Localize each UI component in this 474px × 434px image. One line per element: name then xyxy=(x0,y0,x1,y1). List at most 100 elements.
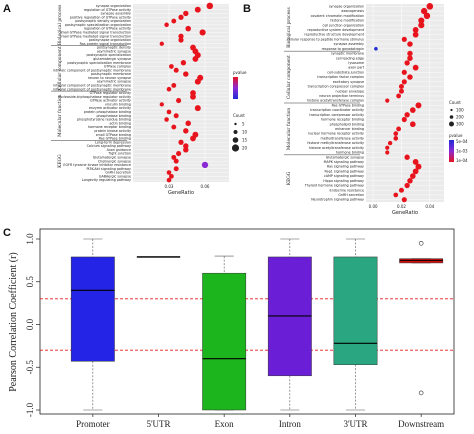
data-point xyxy=(183,128,189,134)
x-tick-label: Intron xyxy=(279,419,301,429)
legend-size-dot xyxy=(233,130,238,134)
data-point xyxy=(171,124,177,130)
data-point xyxy=(412,31,419,38)
data-point xyxy=(385,145,390,150)
x-tick-label: 0.00 xyxy=(369,204,378,209)
data-point xyxy=(407,178,413,184)
x-tick-label: 0.02 xyxy=(397,204,406,209)
legend-a-size-title: Count xyxy=(233,113,245,118)
term-label: methyltransferase activity xyxy=(321,136,365,140)
term-label: Ras protein signal transduction xyxy=(80,42,131,46)
data-point xyxy=(415,163,422,170)
term-label: axon part xyxy=(348,66,364,70)
legend-a-color-bar xyxy=(233,77,238,99)
term-label: enhancer binding xyxy=(335,127,364,131)
data-point xyxy=(166,170,172,175)
term-label: Neurotrophin signaling pathway xyxy=(311,198,364,202)
term-label: histone acetyltransferase complex xyxy=(307,99,364,103)
term-label: transcription corepressor activity xyxy=(309,113,364,117)
legend-color-label: 1e-04 xyxy=(456,158,468,163)
x-tick-label: Promoter xyxy=(76,419,110,429)
data-point xyxy=(185,120,191,127)
term-label: synaptic membrane xyxy=(331,52,364,56)
legend-size-dot xyxy=(231,144,240,152)
term-label: Axon guidance xyxy=(107,148,131,152)
term-label: synapse assembly xyxy=(101,12,131,16)
data-point xyxy=(401,197,407,203)
legend-size-label: 10 xyxy=(242,129,248,134)
data-point xyxy=(194,78,201,85)
term-label: small GTPase binding xyxy=(96,133,131,137)
data-point xyxy=(171,154,177,160)
term-label: vinculin binding xyxy=(105,102,131,106)
panel-a-legend: pvalue Count 5 10 15 20 xyxy=(231,70,248,152)
panel-c-y-axis-label: Pearson Correlation Coefficient (r) xyxy=(8,252,19,392)
data-point xyxy=(407,50,413,57)
term-label: hormone receptor binding xyxy=(88,125,131,129)
term-label: PI3K-Akt signaling pathway xyxy=(86,167,131,171)
term-label: positive regulation of GTPase activity xyxy=(70,15,131,19)
term-label: hormone binding xyxy=(336,151,364,155)
data-point xyxy=(398,88,404,94)
panel-c-letter: C xyxy=(3,227,11,239)
data-point xyxy=(387,140,393,146)
term-label: intrinsic component of postsynaptic memb… xyxy=(53,68,131,72)
term-label: Endocrine resistance xyxy=(330,188,364,192)
term-label: hormone receptor binding xyxy=(321,118,364,122)
data-point xyxy=(178,139,184,145)
group-label: Molecular function xyxy=(287,108,292,150)
data-point xyxy=(173,67,179,73)
data-point xyxy=(176,98,182,104)
data-point xyxy=(393,136,399,141)
term-label: Ras GTPase binding xyxy=(332,103,364,107)
term-label: cell-substrate junction xyxy=(327,70,364,74)
term-label: postsynaptic specialization xyxy=(86,53,131,57)
term-label: MAPK signaling pathway xyxy=(324,160,364,164)
term-label: protein phosphatase binding xyxy=(84,110,131,114)
term-label: glutamatergic synapse xyxy=(93,57,131,61)
term-label: synapse assembly xyxy=(334,42,364,46)
term-label: actin binding xyxy=(110,121,131,125)
term-label: asymmetric synapse xyxy=(97,49,131,53)
term-label: postsynaptic density organization xyxy=(75,19,131,23)
legend-b-size-title: Count xyxy=(449,100,461,105)
term-label: histone acetyltransferase activity xyxy=(309,146,364,150)
term-label: Hippo signaling pathway xyxy=(323,179,364,183)
term-label: regulation of GTPase activity xyxy=(84,8,131,12)
data-point xyxy=(421,7,428,15)
data-point xyxy=(412,27,419,33)
term-label: asymmetric synapse xyxy=(97,80,131,84)
data-point xyxy=(166,177,172,183)
group-label: KEGG xyxy=(58,154,63,168)
data-point xyxy=(169,64,174,69)
legend-size-dot xyxy=(449,121,454,127)
term-label: response to gonadotropin xyxy=(322,47,364,51)
term-label: neuron to neuron synapse xyxy=(88,76,131,80)
data-point xyxy=(171,18,177,24)
data-point xyxy=(396,93,402,99)
term-label: reproductive system development xyxy=(307,28,364,32)
data-point xyxy=(169,173,174,179)
term-label: GTPase regulator activity xyxy=(90,91,131,95)
data-point xyxy=(398,187,404,193)
data-point xyxy=(404,60,410,66)
term-label: phosphotyrosine residue binding xyxy=(77,118,131,122)
data-point xyxy=(401,116,407,123)
legend-size-label: 5 xyxy=(242,121,245,126)
term-label: GTPase complex xyxy=(104,65,131,69)
outlier xyxy=(418,240,424,246)
panel-c-frame xyxy=(39,228,455,415)
term-label: Thyroid hormone signaling pathway xyxy=(304,184,364,188)
term-label: nuclear hormone receptor activity xyxy=(308,132,364,136)
legend-size-label: 100 xyxy=(456,107,464,112)
term-label: Longevity regulating pathway xyxy=(82,178,131,182)
panel-b-letter: B xyxy=(243,3,251,15)
legend-size-dot xyxy=(449,115,454,119)
data-point xyxy=(401,79,407,85)
term-label: Long-term depression xyxy=(95,140,131,144)
data-point xyxy=(401,69,407,75)
data-point xyxy=(173,166,179,172)
term-label: integral component of postsynaptic membr… xyxy=(53,84,131,88)
panel-a-letter: A xyxy=(3,3,11,15)
